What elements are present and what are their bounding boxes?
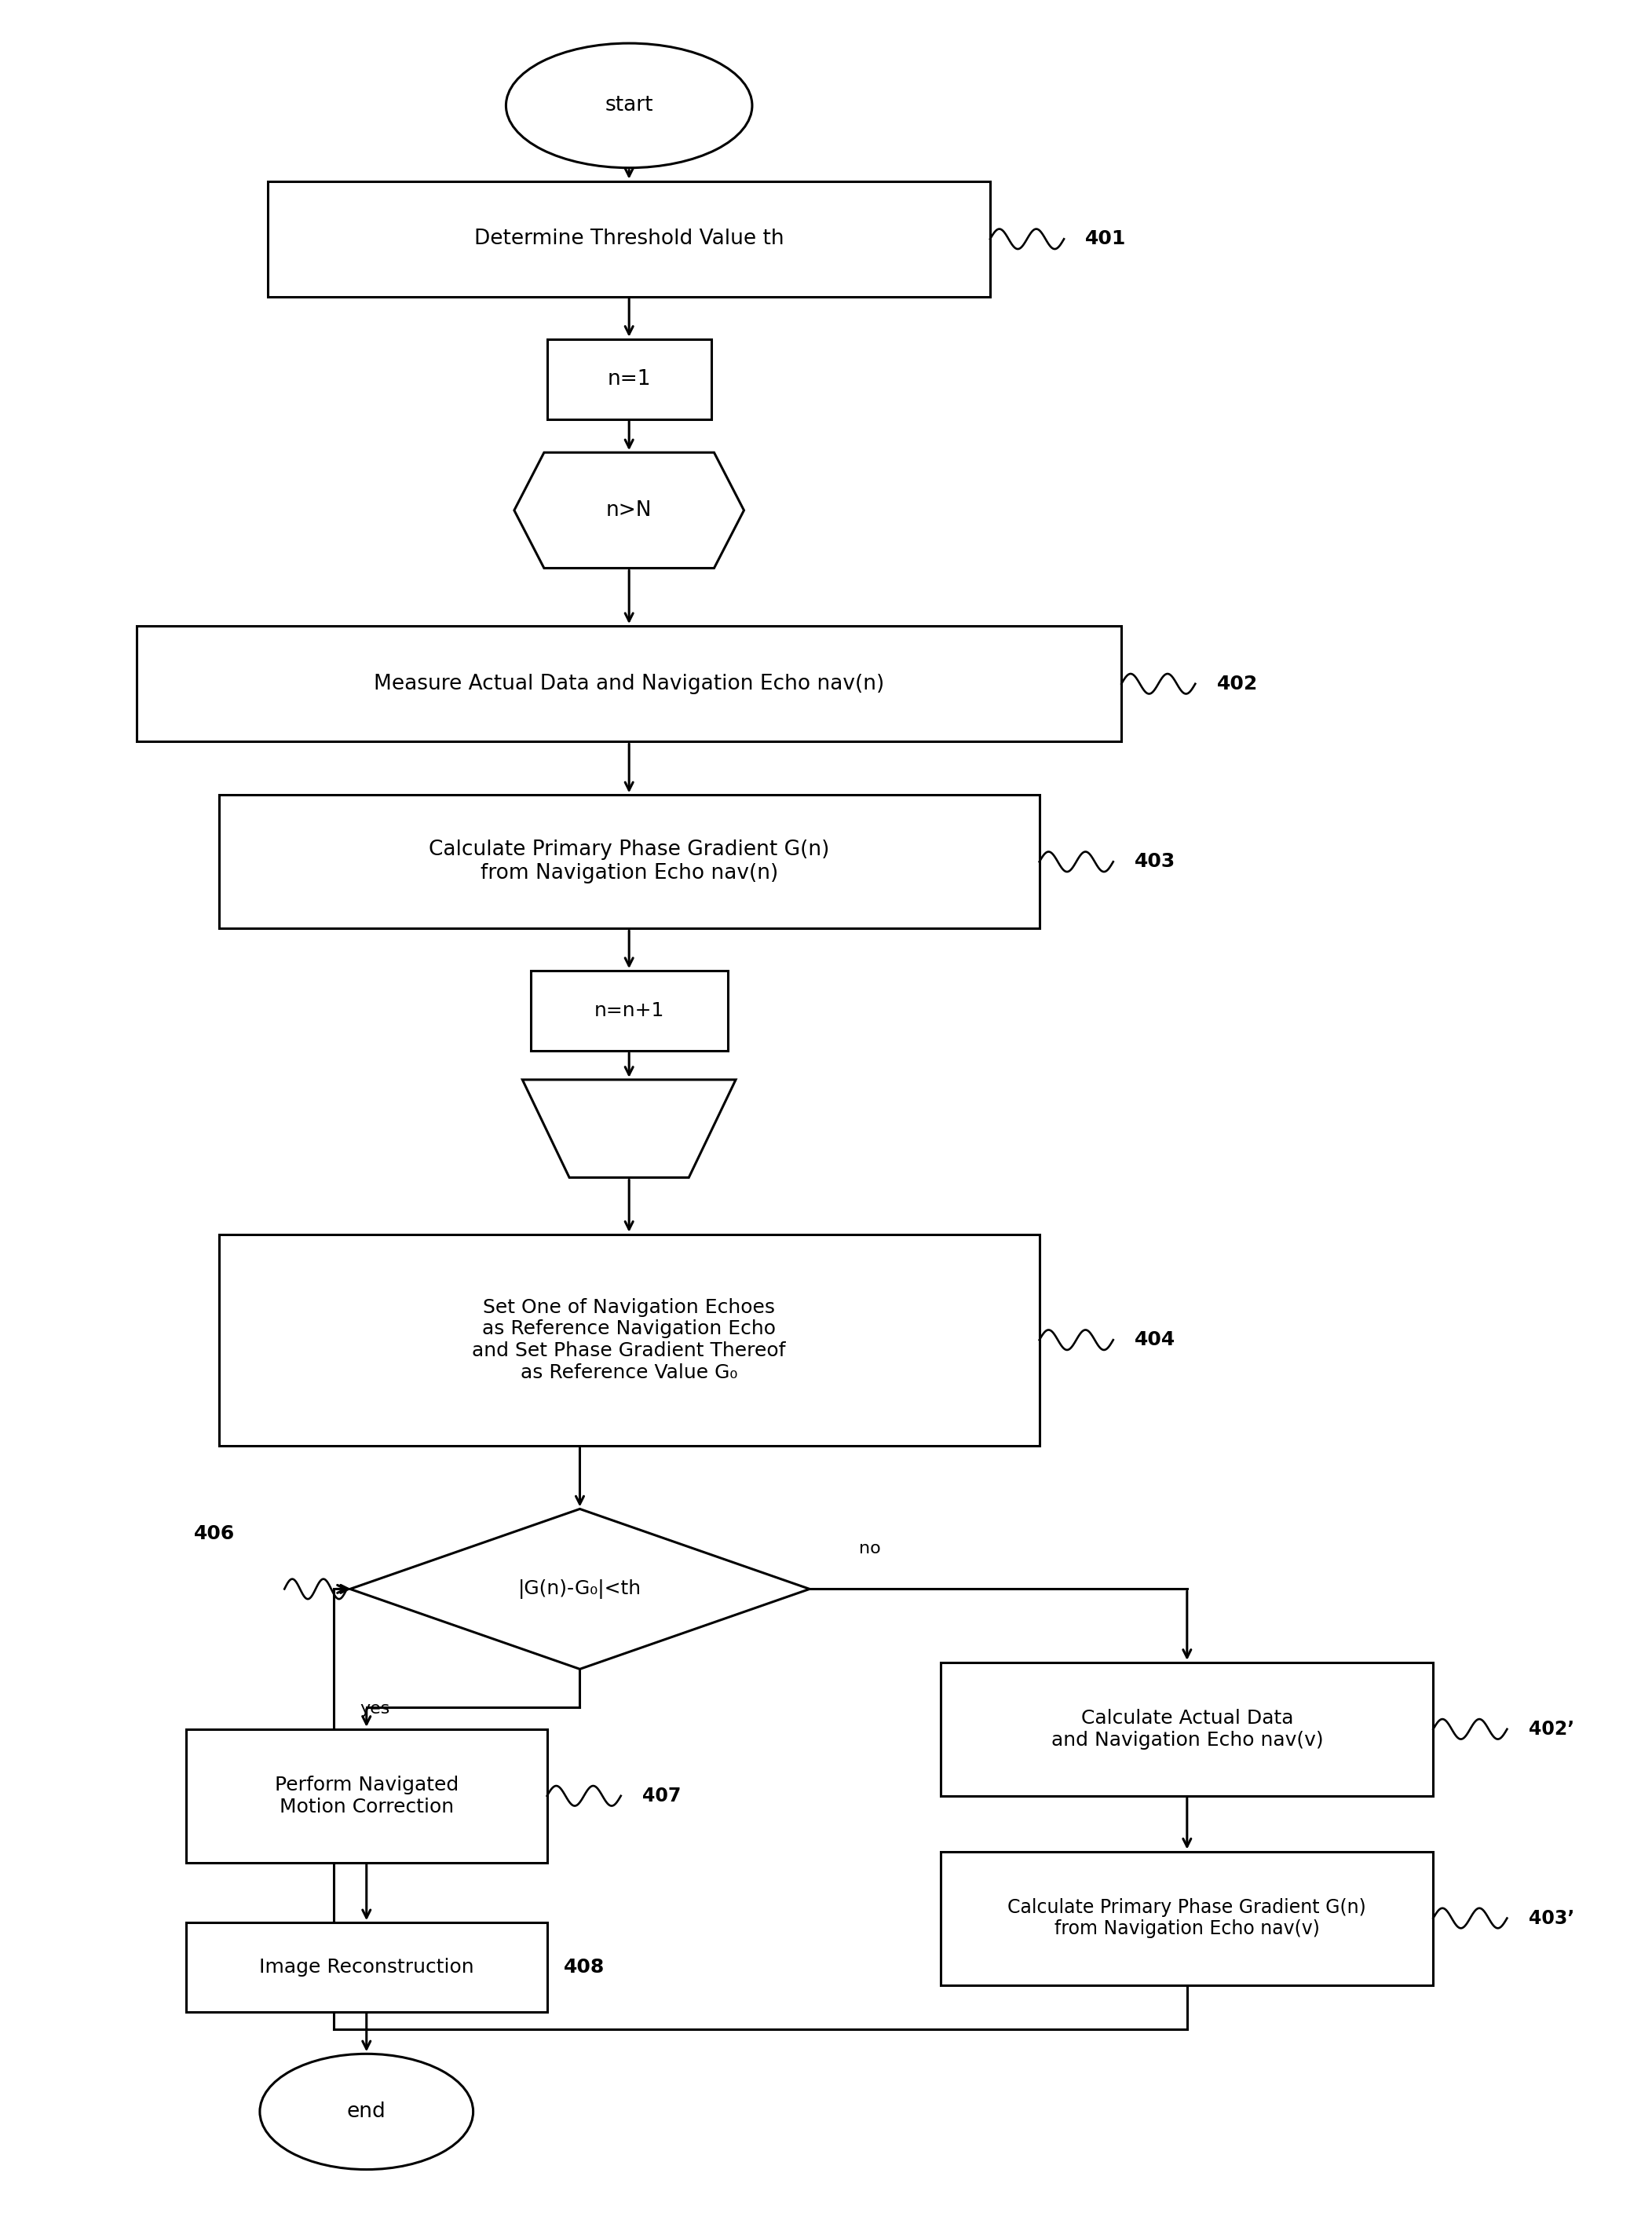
Text: 408: 408 [563,1958,605,1976]
Text: Measure Actual Data and Navigation Echo nav(n): Measure Actual Data and Navigation Echo … [373,673,884,695]
Text: 403: 403 [1135,852,1176,872]
Text: 401: 401 [1085,230,1127,248]
FancyBboxPatch shape [218,1234,1039,1446]
Text: Calculate Primary Phase Gradient G(n)
from Navigation Echo nav(v): Calculate Primary Phase Gradient G(n) fr… [1008,1898,1366,1938]
Text: |G(n)-G₀|<th: |G(n)-G₀|<th [519,1580,641,1598]
Text: 404: 404 [1135,1330,1176,1350]
FancyBboxPatch shape [530,970,727,1050]
Text: 406: 406 [195,1524,235,1542]
Polygon shape [514,451,743,568]
FancyBboxPatch shape [942,1663,1434,1797]
FancyBboxPatch shape [942,1851,1434,1985]
Ellipse shape [259,2054,472,2170]
Text: Calculate Primary Phase Gradient G(n)
from Navigation Echo nav(n): Calculate Primary Phase Gradient G(n) fr… [430,840,829,883]
FancyBboxPatch shape [187,1922,547,2012]
Polygon shape [522,1080,735,1178]
Text: no: no [859,1542,881,1558]
FancyBboxPatch shape [187,1730,547,1862]
FancyBboxPatch shape [137,626,1122,742]
Text: n>N: n>N [606,501,653,521]
Text: Set One of Navigation Echoes
as Reference Navigation Echo
and Set Phase Gradient: Set One of Navigation Echoes as Referenc… [472,1299,786,1381]
Text: yes: yes [360,1701,390,1716]
Text: Determine Threshold Value th: Determine Threshold Value th [474,228,785,248]
Text: Perform Navigated
Motion Correction: Perform Navigated Motion Correction [274,1775,459,1817]
Text: Calculate Actual Data
and Navigation Echo nav(v): Calculate Actual Data and Navigation Ech… [1051,1710,1323,1750]
Text: n=n+1: n=n+1 [595,1001,664,1019]
FancyBboxPatch shape [547,340,710,420]
Polygon shape [350,1509,809,1670]
Text: 402’: 402’ [1528,1719,1574,1739]
Text: 403’: 403’ [1528,1909,1574,1927]
Text: 407: 407 [643,1786,681,1806]
Text: n=1: n=1 [608,369,651,389]
Text: start: start [605,96,653,116]
Text: end: end [347,2101,387,2121]
Ellipse shape [506,42,752,168]
FancyBboxPatch shape [218,796,1039,928]
Text: Image Reconstruction: Image Reconstruction [259,1958,474,1976]
FancyBboxPatch shape [268,181,990,297]
Text: 402: 402 [1216,675,1257,693]
